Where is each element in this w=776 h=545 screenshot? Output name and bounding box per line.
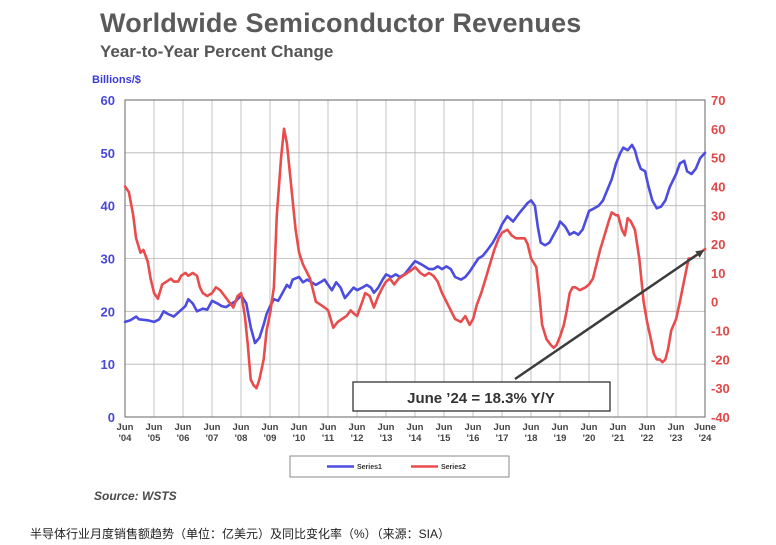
x-tick-label-month: Jun xyxy=(262,422,279,433)
x-tick-label-year: '23 xyxy=(670,433,683,444)
plot-frame xyxy=(124,99,706,418)
x-tick-label-month: Jun xyxy=(378,422,395,433)
y-right-tick-label: 40 xyxy=(711,179,725,194)
y-right-tick-label: 0 xyxy=(711,295,718,310)
x-tick-label-year: '04 xyxy=(119,433,133,444)
y-right-tick-label: 30 xyxy=(711,208,725,223)
x-tick-label-month: Jun xyxy=(146,422,163,433)
x-tick-label-month: Jun xyxy=(523,422,540,433)
series-line-series2 xyxy=(123,127,707,390)
x-tick-label-year: '07 xyxy=(206,433,219,444)
x-tick-label-month: Jun xyxy=(204,422,221,433)
x-tick-label-month: Jun xyxy=(117,422,134,433)
y-left-tick-label: 60 xyxy=(101,93,115,108)
legend-label-series1: Series1 xyxy=(357,464,382,471)
x-tick-label-year: '10 xyxy=(293,433,306,444)
x-tick-label-year: '16 xyxy=(467,433,480,444)
x-tick-label-year: '19 xyxy=(554,433,567,444)
annotation-box xyxy=(352,381,611,412)
x-tick-label-year: '13 xyxy=(380,433,393,444)
x-tick-label-month: June xyxy=(694,422,716,433)
y-axis-right: -40 -30 -20 -10 0 10 20 30 40 50 60 70 xyxy=(711,93,730,425)
y-axis-left: 0 10 20 30 40 50 60 xyxy=(101,93,115,425)
y-left-tick-label: 30 xyxy=(101,252,115,267)
x-tick-label-year: '11 xyxy=(322,433,335,444)
chart-subtitle: Year-to-Year Percent Change xyxy=(100,42,334,61)
y-right-tick-label: -30 xyxy=(711,381,730,396)
legend-label-series2: Series2 xyxy=(441,464,466,471)
x-tick-label-year: '09 xyxy=(264,433,277,444)
source-note: Source: WSTS xyxy=(94,489,177,503)
x-tick-label-month: Jun xyxy=(610,422,627,433)
y-right-tick-label: 50 xyxy=(711,151,725,166)
legend-box xyxy=(289,455,510,478)
y-left-tick-label: 40 xyxy=(101,199,115,214)
y-left-tick-label: 20 xyxy=(101,304,115,319)
y-axis-left-label: Billions/$ xyxy=(92,74,141,86)
x-tick-label-month: Jun xyxy=(436,422,453,433)
x-tick-label-month: Jun xyxy=(494,422,511,433)
x-tick-label-year: '12 xyxy=(351,433,364,444)
legend: Series1 Series2 xyxy=(289,455,510,478)
x-tick-label-year: '20 xyxy=(583,433,596,444)
y-right-tick-label: 20 xyxy=(711,237,725,252)
x-tick-label-year: '22 xyxy=(641,433,654,444)
annotation-arrow-line xyxy=(514,253,699,381)
x-tick-label-year: '15 xyxy=(438,433,452,444)
x-tick-label-month: Jun xyxy=(349,422,366,433)
series-lines xyxy=(123,127,707,390)
x-tick-label-month: Jun xyxy=(320,422,337,433)
x-tick-label-month: Jun xyxy=(233,422,250,433)
caption-text: 半导体行业月度销售额趋势（单位：亿美元）及同比变化率（%）（来源：SIA） xyxy=(30,527,451,541)
y-right-tick-label: 70 xyxy=(711,93,725,108)
annotation: June ’24 = 18.3% Y/Y xyxy=(352,249,705,412)
x-tick-label-year: '14 xyxy=(409,433,423,444)
x-tick-label-year: '24 xyxy=(699,433,713,444)
x-tick-label-year: '06 xyxy=(177,433,190,444)
annotation-arrow-head xyxy=(695,249,705,258)
x-tick-label-year: '18 xyxy=(525,433,538,444)
x-axis: Jun'04Jun'05Jun'06Jun'07Jun'08Jun'09Jun'… xyxy=(117,422,717,444)
y-left-tick-label: 10 xyxy=(101,357,115,372)
x-tick-label-month: Jun xyxy=(175,422,192,433)
x-tick-label-year: '17 xyxy=(496,433,509,444)
x-tick-label-year: '05 xyxy=(148,433,162,444)
y-left-tick-label: 0 xyxy=(108,410,115,425)
x-tick-label-month: Jun xyxy=(407,422,424,433)
x-tick-label-month: Jun xyxy=(291,422,308,433)
x-tick-label-month: Jun xyxy=(581,422,598,433)
y-right-tick-label: -40 xyxy=(711,410,730,425)
chart-title: Worldwide Semiconductor Revenues xyxy=(100,8,582,38)
annotation-text: June ’24 = 18.3% Y/Y xyxy=(407,390,555,407)
y-right-tick-label: 10 xyxy=(711,266,725,281)
y-right-tick-label: -20 xyxy=(711,352,730,367)
x-tick-label-month: Jun xyxy=(668,422,685,433)
y-left-tick-label: 50 xyxy=(101,146,115,161)
x-tick-label-month: Jun xyxy=(465,422,482,433)
gridlines xyxy=(125,100,705,417)
y-right-tick-label: -10 xyxy=(711,324,730,339)
x-tick-label-year: '08 xyxy=(235,433,248,444)
x-tick-label-month: Jun xyxy=(552,422,569,433)
x-tick-label-year: '21 xyxy=(612,433,626,444)
y-right-tick-label: 60 xyxy=(711,122,725,137)
x-tick-label-month: Jun xyxy=(639,422,656,433)
